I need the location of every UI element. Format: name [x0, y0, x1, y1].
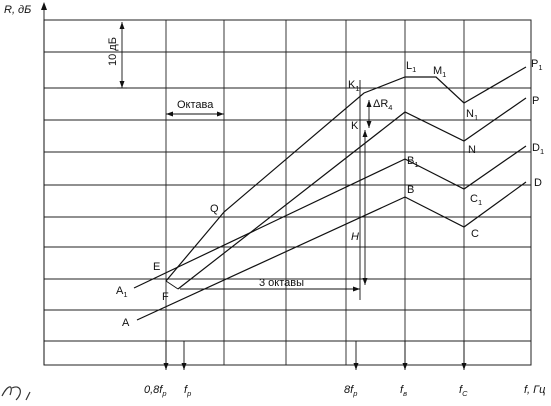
tick-fv: fв: [400, 341, 408, 398]
octave-label: Октава: [177, 99, 214, 111]
x-axis-label: f, Гц: [524, 384, 545, 396]
octave-marker: Октава: [166, 99, 224, 117]
x-ticks: 0,8fр fр 8fр fв fC: [144, 341, 468, 398]
point-label-A1: A1: [116, 285, 128, 299]
scale-label: 10 дБ: [107, 37, 119, 66]
point-label-L1: L1: [406, 60, 416, 74]
tick-8fp: 8fр: [344, 341, 359, 398]
point-label-K1: K1: [348, 79, 360, 93]
delta-r4-label: ΔR4: [373, 98, 392, 112]
svg-text:0,8fр: 0,8fр: [144, 384, 167, 398]
delta-r4-marker: ΔR4: [366, 98, 392, 128]
svg-text:fр: fр: [184, 384, 191, 398]
point-label-N: N: [468, 144, 476, 156]
svg-text:f, Гц: f, Гц: [524, 384, 545, 396]
point-label-C1: C1: [470, 193, 482, 207]
point-label-P1: P1: [531, 58, 543, 72]
grid: [43, 19, 532, 366]
handwritten-scribble: [1, 386, 31, 401]
point-label-D1: D1: [532, 142, 544, 156]
point-label-A: A: [122, 317, 130, 329]
point-label-B: B: [407, 184, 414, 196]
tick-08fp: 0,8fр: [144, 341, 169, 398]
point-label-N1: N1: [466, 108, 478, 122]
point-label-P: P: [532, 95, 539, 107]
height-label: H: [351, 231, 359, 243]
curve-F-K-N-P: [177, 97, 527, 290]
point-label-M1: M1: [433, 65, 446, 79]
point-label-F: F: [162, 291, 169, 303]
point-label-B1: B1: [407, 155, 419, 169]
scale-marker-10db: 10 дБ: [107, 22, 127, 89]
point-label-C: C: [471, 228, 479, 240]
point-label-K: K: [351, 120, 359, 132]
y-axis-label: R, дБ: [4, 4, 31, 16]
svg-text:fC: fC: [459, 384, 468, 398]
point-label-E: E: [153, 261, 160, 273]
y-axis: [41, 2, 47, 365]
tick-fp: fр: [181, 341, 191, 398]
svg-text:8fр: 8fр: [344, 384, 357, 398]
curve-A-B-C-D: [136, 181, 527, 321]
curve-E-Q-K1-M1-N1-P1: [165, 66, 527, 282]
curves: [133, 66, 527, 321]
three-octaves-label: 3 октавы: [259, 277, 304, 289]
svg-text:fв: fв: [400, 384, 407, 398]
point-labels: A A1 E F Q K K1 L1 M1 N1 N P1 P B1 B C1 …: [116, 58, 544, 329]
height-marker: H: [351, 130, 368, 285]
point-label-D: D: [534, 177, 542, 189]
tick-fc: fC: [459, 341, 468, 398]
three-octaves-marker: 3 октавы: [180, 80, 361, 300]
curve-A1-B1-C1-D1: [133, 145, 527, 289]
fp-tie-line: [165, 280, 179, 290]
point-label-Q: Q: [210, 203, 219, 215]
